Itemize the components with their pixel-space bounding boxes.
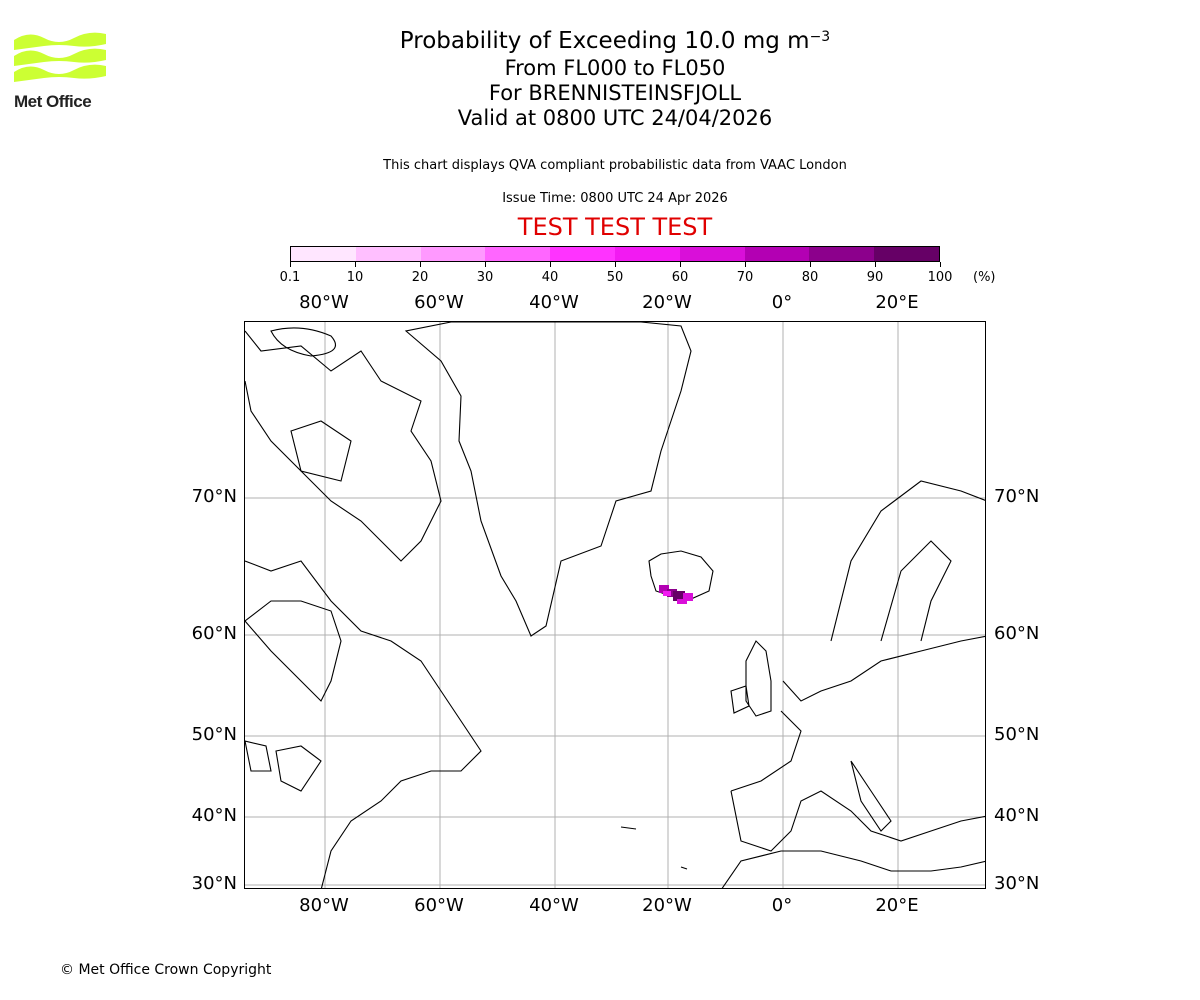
colorbar-label: 20: [411, 270, 429, 285]
longitude-label: 20°E: [875, 895, 919, 916]
ash-plume[interactable]: [659, 585, 693, 604]
colorbar-segment: [744, 247, 810, 261]
colorbar-label: 30: [476, 270, 494, 285]
colorbar-tick: [940, 262, 941, 267]
colorbar-unit: (%): [973, 270, 996, 285]
volcano-name: For BRENNISTEINSFJOLL: [488, 81, 742, 105]
valid-time: Valid at 0800 UTC 24/04/2026: [457, 106, 773, 130]
colorbar-segment: [355, 247, 421, 261]
latitude-label: 30°N: [191, 873, 237, 894]
colorbar-tick: [485, 262, 486, 267]
map-canvas: [245, 322, 985, 888]
longitude-label: 0°: [771, 292, 793, 313]
colorbar-label: 80: [801, 270, 819, 285]
colorbar-label: 70: [736, 270, 754, 285]
colorbar-tick: [355, 262, 356, 267]
colorbar-segment: [485, 247, 551, 261]
colorbar-segment: [550, 247, 615, 261]
copyright-text: © Met Office Crown Copyright: [60, 962, 272, 978]
colorbar-tick: [875, 262, 876, 267]
latitude-label: 50°N: [191, 724, 237, 745]
colorbar-label: 10: [346, 270, 364, 285]
colorbar-segment: [420, 247, 486, 261]
longitude-label: 20°W: [642, 895, 692, 916]
latitude-label: 40°N: [191, 805, 237, 826]
latitude-label: 40°N: [994, 805, 1040, 826]
title-block: Probability of Exceeding 10.0 mg m−3 Fro…: [300, 26, 930, 131]
longitude-label: 20°W: [642, 292, 692, 313]
longitude-label: 60°W: [414, 895, 464, 916]
chart-title: Probability of Exceeding 10.0 mg m−3: [399, 28, 831, 54]
colorbar-label: 90: [866, 270, 884, 285]
colorbar-label: 40: [541, 270, 559, 285]
map-panel[interactable]: [244, 321, 986, 889]
wave-icon: [14, 32, 106, 82]
latitude-label: 60°N: [191, 623, 237, 644]
latitude-label: 30°N: [994, 873, 1040, 894]
longitude-label: 80°W: [299, 895, 349, 916]
logo-text: Met Office: [14, 92, 92, 111]
longitude-label: 40°W: [529, 292, 579, 313]
colorbar-tick: [810, 262, 811, 267]
colorbar-segment: [291, 247, 356, 261]
latitude-label: 70°N: [994, 486, 1040, 507]
test-banner: TEST TEST TEST: [517, 213, 713, 241]
colorbar-segment: [874, 247, 939, 261]
description-text: This chart displays QVA compliant probab…: [383, 158, 847, 173]
longitude-label: 40°W: [529, 895, 579, 916]
colorbar-tick: [290, 262, 291, 267]
latitude-label: 60°N: [994, 623, 1040, 644]
colorbar-label: 0.1: [279, 270, 301, 285]
colorbar-tick: [745, 262, 746, 267]
colorbar-tick: [615, 262, 616, 267]
colorbar-tick: [680, 262, 681, 267]
flight-level-range: From FL000 to FL050: [504, 56, 726, 80]
issue-time: Issue Time: 0800 UTC 24 Apr 2026: [502, 191, 728, 206]
latitude-label: 50°N: [994, 724, 1040, 745]
colorbar-label: 100: [927, 270, 953, 285]
longitude-label: 60°W: [414, 292, 464, 313]
colorbar-segment: [614, 247, 680, 261]
met-office-logo: Met Office: [14, 30, 106, 112]
colorbar-label: 50: [606, 270, 624, 285]
longitude-label: 20°E: [875, 292, 919, 313]
colorbar-tick: [550, 262, 551, 267]
longitude-label: 0°: [771, 895, 793, 916]
colorbar: [290, 246, 940, 262]
colorbar-segment: [679, 247, 745, 261]
longitude-label: 80°W: [299, 292, 349, 313]
colorbar-tick: [420, 262, 421, 267]
colorbar-label: 60: [671, 270, 689, 285]
colorbar-segment: [809, 247, 875, 261]
latitude-label: 70°N: [191, 486, 237, 507]
